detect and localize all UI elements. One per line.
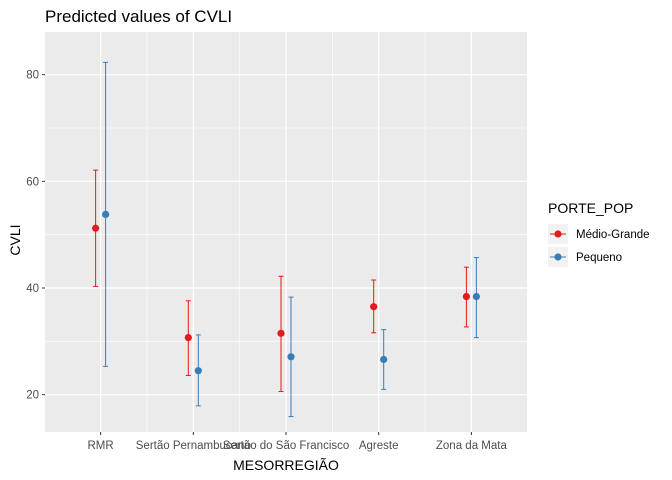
x-axis-title: MESORREGIÃO [233,457,339,473]
data-point [287,353,295,361]
data-point [102,210,110,218]
data-marks [92,61,480,418]
x-tick-label: Agreste [359,440,399,452]
y-axis-title: CVLI [7,224,23,255]
x-tick-label: RMR [88,440,114,452]
x-tick-label: Zona da Mata [436,440,508,452]
legend-title: PORTE_POP [548,200,633,216]
data-point [472,292,480,301]
legend-label: Pequeno [576,252,622,264]
y-tick-label: 20 [26,390,39,402]
chart-title: Predicted values of CVLI [45,7,232,26]
legend-label: Médio-Grande [576,229,650,241]
x-tick-label: Sertão Pernambucano [136,440,251,452]
y-axis: 20 40 60 80 [26,70,45,402]
y-tick-label: 80 [26,70,39,82]
data-point [92,224,100,232]
x-tick-label: Sertão do São Francisco [223,440,350,452]
legend-key-point [554,253,562,261]
y-tick-label: 60 [26,176,39,188]
legend: PORTE_POP Médio-Grande Pequeno [548,200,650,267]
grid-lines [45,32,527,432]
data-point [462,292,470,301]
data-point [184,334,192,342]
data-point [194,367,202,375]
data-point [277,329,285,337]
data-point [380,355,388,364]
y-tick-label: 40 [26,283,39,295]
data-point [370,303,378,311]
legend-key-point [554,230,562,238]
